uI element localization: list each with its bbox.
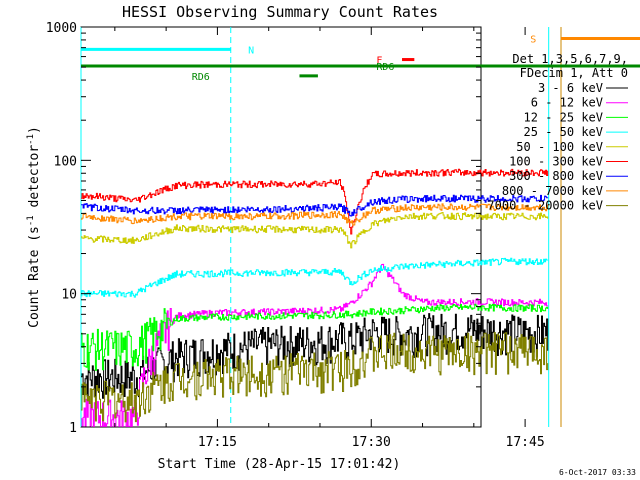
y-label-sup-1: -1 <box>26 215 36 226</box>
y-label-part-1: Count Rate (s <box>27 226 42 328</box>
y-tick-label-3: 1000 <box>46 21 77 36</box>
series-line-6-0 <box>81 194 549 217</box>
x-axis-label: Start Time (28-Apr-15 17:01:42) <box>158 457 401 472</box>
series-group <box>81 168 549 427</box>
x-tick-label-1: 17:30 <box>352 435 391 450</box>
y-ticks: 1 10 100 1000 <box>46 21 481 436</box>
y-tick-label-0: 1 <box>69 421 77 436</box>
legend-label-1: 6 - 12 keV <box>531 96 603 110</box>
legend-label-3: 25 - 50 keV <box>524 125 603 139</box>
series-line-2-0 <box>81 303 549 371</box>
chart-title: HESSI Observing Summary Count Rates <box>122 3 438 21</box>
flag-label-4: RD6 <box>376 62 394 73</box>
y-label-sup-2: -1 <box>26 134 36 145</box>
legend-label-0: 3 - 6 keV <box>538 81 603 95</box>
legend: Det 1,3,5,6,7,9, FDecim 1, Att 0 3 - 6 k… <box>487 52 628 213</box>
y-label-part-2: detector <box>27 145 42 216</box>
x-tick-label-0: 17:15 <box>198 435 237 450</box>
legend-label-8: 7000 - 20000 keV <box>487 199 603 213</box>
flag-label-5: RD6 <box>192 72 210 83</box>
flag-label-2: S <box>530 34 536 45</box>
legend-label-6: 300 - 800 keV <box>509 169 603 183</box>
flag-label-3: F <box>376 56 382 67</box>
y-label-part-3: ) <box>27 126 42 134</box>
legend-label-4: 50 - 100 keV <box>516 140 603 154</box>
flag-label-0: N <box>248 45 254 56</box>
legend-label-7: 800 - 7000 keV <box>502 184 603 198</box>
series-line-4-0 <box>81 212 549 249</box>
series-line-5-0 <box>81 168 549 235</box>
legend-label-2: 12 - 25 keV <box>524 110 603 124</box>
series-line-7-0 <box>81 203 549 226</box>
series-line-0-0 <box>81 313 549 399</box>
y-tick-label-2: 100 <box>54 154 77 169</box>
legend-label-5: 100 - 300 keV <box>509 155 603 169</box>
series-line-8-0 <box>81 332 549 423</box>
series-line-1-0 <box>81 263 549 427</box>
legend-header-2: FDecim 1, Att 0 <box>520 66 628 80</box>
legend-header-1: Det 1,3,5,6,7,9, <box>512 52 628 66</box>
y-axis-label: Count Rate (s-1 detector-1) <box>26 126 42 328</box>
series-line-3-0 <box>81 257 549 298</box>
x-tick-label-2: 17:45 <box>506 435 545 450</box>
y-tick-label-1: 10 <box>61 288 77 303</box>
timestamp: 6-Oct-2017 03:33 <box>559 468 636 477</box>
